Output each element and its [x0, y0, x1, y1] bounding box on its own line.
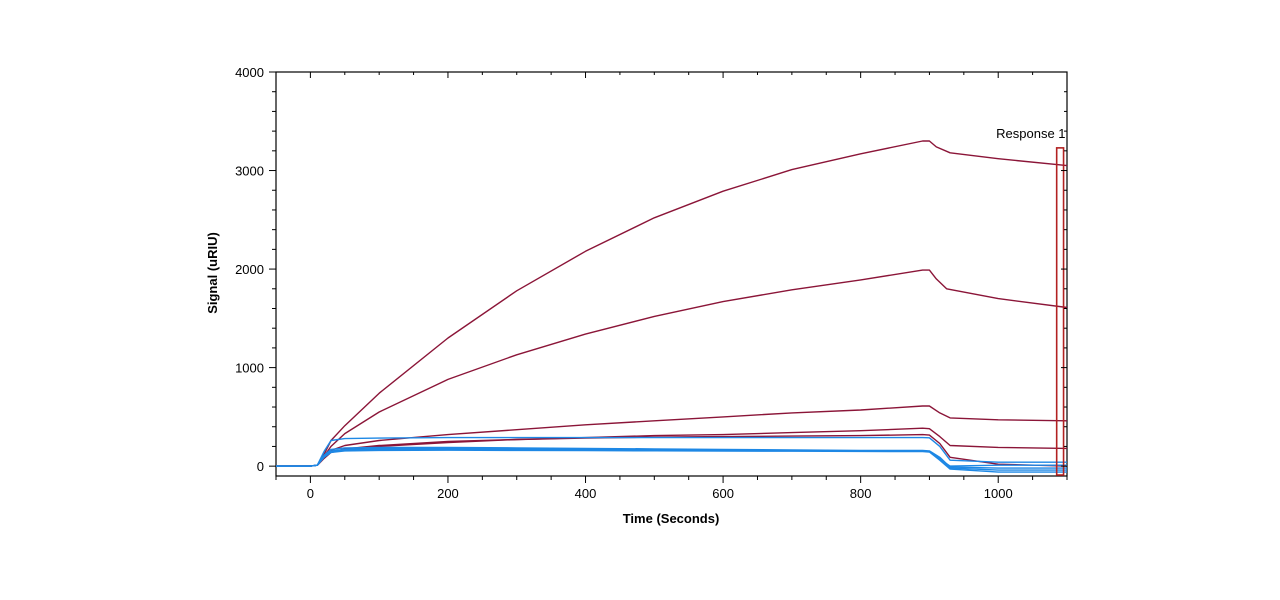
annotation-box [1055, 147, 1065, 476]
annotation-group: Response 1 [996, 126, 1066, 476]
y-tick-label: 3000 [235, 164, 264, 179]
x-tick-label: 1000 [984, 486, 1013, 501]
series-line-1 [276, 140, 1068, 467]
y-tick-label: 4000 [235, 65, 264, 80]
x-tick-label: 0 [307, 486, 314, 501]
y-tick-label: 0 [257, 459, 264, 474]
plot-area [275, 71, 1068, 477]
y-tick-label: 2000 [235, 262, 264, 277]
x-tick-label: 800 [850, 486, 872, 501]
series-group [276, 140, 1068, 473]
series-line-6 [276, 436, 1067, 467]
series-line-10 [276, 449, 1067, 473]
x-tick-label: 200 [437, 486, 459, 501]
x-tick-label: 600 [712, 486, 734, 501]
x-axis-title: Time (Seconds) [623, 511, 720, 526]
plot-frame [275, 71, 1068, 477]
y-axis-title: Signal (uRIU) [205, 232, 220, 314]
axes-group: 0 200 400 600 800 1000 0 1000 2000 3000 4000 [235, 65, 1068, 501]
series-line-7 [276, 446, 1067, 469]
y-tick-label: 1000 [235, 361, 264, 376]
x-tick-label: 400 [575, 486, 597, 501]
annotation-label: Response 1 [996, 126, 1065, 141]
